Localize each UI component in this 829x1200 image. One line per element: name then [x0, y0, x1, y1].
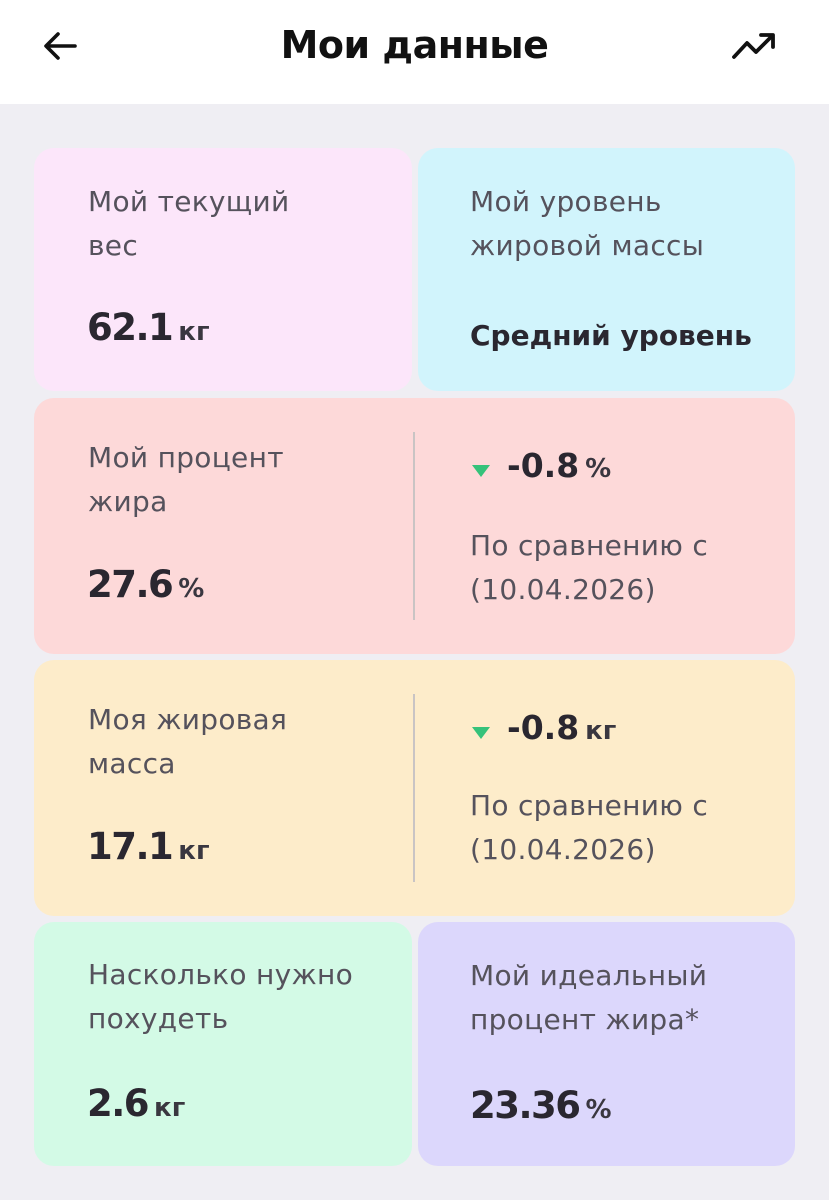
fat-percent-delta-unit: %	[585, 454, 612, 484]
fat-percent-delta: -0.8%	[507, 446, 611, 485]
fat-percent-value: 27.6%	[87, 563, 204, 606]
lose-weight-card[interactable]: Насколько нужно похудеть 2.6 кг	[34, 922, 412, 1166]
fat-mass-compare: По сравнению с (10.04.2026)	[470, 789, 709, 866]
decrease-arrow-icon	[472, 727, 490, 739]
fat-percent-compare: По сравнению с (10.04.2026)	[470, 529, 709, 606]
fat-level-label: Мой уровень жировой массы	[470, 185, 705, 262]
fat-mass-unit: кг	[178, 836, 210, 866]
ideal-fat-label: Мой идеальный процент жира*	[470, 959, 708, 1036]
weight-number: 62.1	[87, 306, 174, 349]
fat-percent-card[interactable]: Мой процент жира 27.6% -0.8% По сравнени…	[34, 398, 795, 654]
fat-level-value: Средний уровень	[470, 319, 752, 352]
fat-mass-number: 17.1	[87, 825, 174, 868]
fat-mass-delta-number: -0.8	[507, 708, 580, 747]
arrow-left-icon	[44, 32, 77, 60]
lose-weight-number: 2.6	[87, 1082, 150, 1125]
fat-percent-delta-number: -0.8	[507, 446, 580, 485]
ideal-fat-number: 23.36	[470, 1084, 581, 1127]
trend-up-icon	[732, 33, 775, 59]
fat-mass-delta: -0.8 кг	[507, 708, 616, 747]
fat-percent-label: Мой процент жира	[88, 441, 284, 518]
lose-weight-unit: кг	[154, 1093, 186, 1123]
weight-card[interactable]: Мой текущий вес 62.1 кг	[34, 148, 412, 391]
fat-mass-delta-unit: кг	[585, 716, 617, 746]
ideal-fat-card[interactable]: Мой идеальный процент жира* 23.36%	[418, 922, 795, 1166]
fat-level-card[interactable]: Мой уровень жировой массы Средний уровен…	[418, 148, 795, 391]
back-button[interactable]	[36, 22, 84, 70]
trend-button[interactable]	[726, 22, 782, 70]
weight-value: 62.1 кг	[87, 306, 210, 349]
app-header: Мои данные	[0, 0, 829, 104]
lose-weight-label: Насколько нужно похудеть	[88, 958, 354, 1035]
card-divider	[413, 432, 415, 620]
weight-unit: кг	[178, 317, 210, 347]
ideal-fat-value: 23.36%	[470, 1084, 612, 1127]
weight-label: Мой текущий вес	[88, 185, 290, 262]
card-divider	[413, 694, 415, 882]
fat-percent-number: 27.6	[87, 563, 174, 606]
fat-mass-label: Моя жировая масса	[88, 703, 288, 780]
page-title: Мои данные	[280, 23, 549, 67]
fat-percent-unit: %	[178, 574, 205, 604]
lose-weight-value: 2.6 кг	[87, 1082, 185, 1125]
ideal-fat-unit: %	[585, 1095, 612, 1125]
decrease-arrow-icon	[472, 465, 490, 477]
fat-mass-value: 17.1 кг	[87, 825, 210, 868]
fat-mass-card[interactable]: Моя жировая масса 17.1 кг -0.8 кг По сравн…	[34, 660, 795, 916]
